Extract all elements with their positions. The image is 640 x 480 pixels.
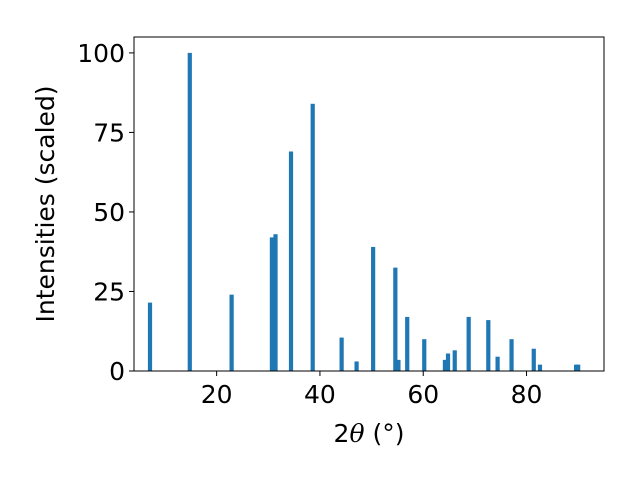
y-tick-label: 50 [93,198,125,227]
bar [396,359,401,371]
x-tick-label: 40 [304,380,336,409]
bar [405,316,410,371]
bar [371,246,376,371]
bar [486,320,491,371]
bar [495,356,500,371]
x-tick-label: 80 [511,380,543,409]
y-ticks: 0 25 50 75 100 [77,39,134,386]
bar [442,359,448,371]
bar [531,348,536,371]
x-tick-label: 20 [201,380,233,409]
y-tick-label: 25 [93,277,125,306]
bar [509,339,514,371]
x-axis-label: 2θ (°) [334,419,405,448]
bar [269,237,274,371]
bar [310,103,315,372]
x-tick-label: 60 [407,380,439,409]
bar [354,361,359,371]
bar [187,52,192,372]
bar [422,339,427,371]
bar [273,234,278,371]
bar [147,302,153,371]
plot-frame [133,36,605,372]
bar [339,337,344,371]
bar [393,267,398,371]
bar [288,151,294,371]
y-tick-label: 75 [93,118,125,147]
bar [452,350,457,371]
bar [576,364,581,371]
bars-group [147,52,581,372]
bar [229,294,234,371]
x-ticks: 20 40 60 80 [201,371,543,409]
bar [445,353,451,371]
bar [466,316,471,371]
y-axis-label: Intensities (scaled) [31,85,60,322]
y-tick-label: 100 [77,39,125,68]
bar [537,364,543,371]
y-tick-label: 0 [109,357,125,386]
